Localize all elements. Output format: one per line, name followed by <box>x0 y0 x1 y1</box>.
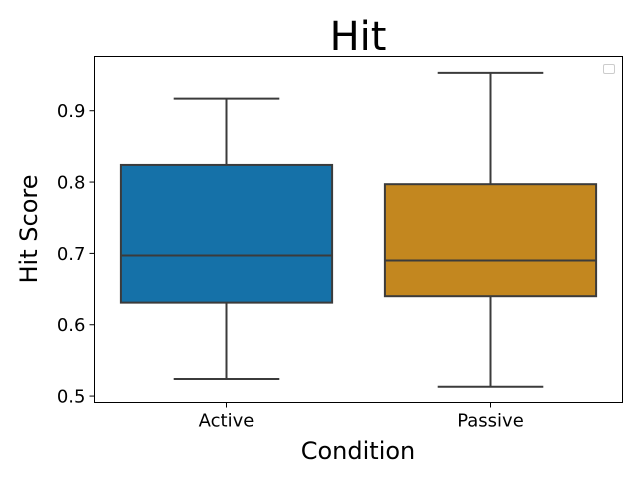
x-axis-ticks: Active Passive <box>199 402 524 432</box>
iqr-box <box>119 163 334 304</box>
plot-frame <box>94 56 623 403</box>
x-tick-label: Passive <box>457 411 524 432</box>
y-tick-label: 0.9 <box>57 101 86 122</box>
y-tick-label: 0.8 <box>57 173 86 194</box>
box-passive <box>383 71 598 388</box>
legend-box <box>603 64 615 74</box>
x-tick-label: Active <box>199 411 255 432</box>
iqr-box <box>383 183 598 298</box>
y-tick-label: 0.7 <box>57 244 86 265</box>
y-axis-ticks: 0.5 0.6 0.7 0.8 0.9 <box>57 101 95 408</box>
y-tick-label: 0.6 <box>57 315 86 336</box>
y-axis-label: Hit Score <box>15 175 43 284</box>
x-axis-label: Condition <box>301 437 416 465</box>
boxes-layer <box>119 71 598 388</box>
y-tick-label: 0.5 <box>57 387 86 408</box>
chart-title: Hit <box>330 14 387 60</box>
box-active <box>119 97 334 380</box>
